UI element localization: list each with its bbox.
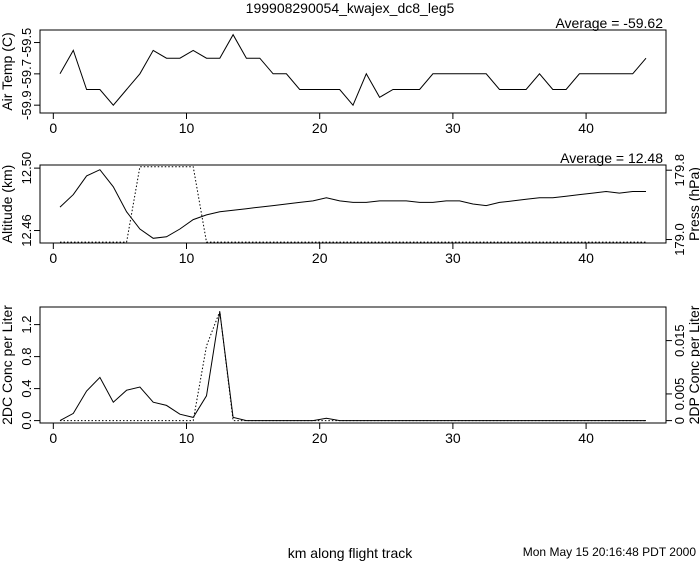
panel-2: 0 10 20 30 40 12.46 12.50 179.0 179.8 Altitude (k… (0, 150, 700, 266)
y2-tick-label: 0.015 (672, 324, 687, 357)
y2-tick-label: 179.8 (672, 154, 687, 187)
x-tick-label: 40 (578, 430, 594, 446)
y-axis-label: Air Temp (C) (0, 32, 15, 110)
solid-series-line (59, 33, 647, 107)
x-axis-label: km along flight track (288, 545, 413, 561)
average-annotation: Average = -59.62 (555, 15, 663, 31)
y2-tick-label: 0 (672, 417, 687, 424)
y-tick-label: 1.2 (19, 316, 34, 334)
x-tick-label: 40 (578, 250, 594, 266)
plot-frame (39, 164, 667, 244)
y-tick-label: 12.50 (19, 152, 34, 185)
y-axis-label: Altitude (km) (0, 165, 15, 244)
x-tick-label: 10 (179, 430, 195, 446)
figure-title: 199908290054_kwajex_dc8_leg5 (246, 0, 455, 16)
y-tick-label: 0.0 (19, 412, 34, 430)
x-tick-label: 30 (445, 430, 461, 446)
y-tick-label: 0.8 (19, 348, 34, 366)
x-tick-label: 30 (445, 120, 461, 136)
y-tick-label: -59.5 (19, 28, 34, 58)
timestamp: Mon May 15 20:16:48 PDT 2000 (523, 545, 697, 559)
x-tick-label: 20 (312, 250, 328, 266)
y2-tick-label: 179.0 (672, 223, 687, 256)
x-tick-label: 0 (49, 120, 57, 136)
plot-frame (39, 29, 667, 114)
x-tick-label: 0 (49, 250, 57, 266)
y-tick-label: -59.7 (19, 59, 34, 89)
y2-tick-label: 0.005 (672, 378, 687, 411)
y-tick-label: 0.4 (19, 380, 34, 398)
x-tick-label: 10 (179, 250, 195, 266)
average-annotation: Average = 12.48 (560, 150, 663, 166)
solid-series-line (59, 169, 646, 239)
x-tick-label: 10 (179, 120, 195, 136)
x-tick-label: 0 (49, 430, 57, 446)
y2-axis-label: Press (hPa) (686, 167, 700, 241)
y2-axis-label: 2DP Conc per Liter (686, 305, 700, 424)
panels: 0 10 20 30 40 -59.9-59.7-59.5 Air Temp (C) Aver… (0, 15, 700, 446)
y-axis-label: 2DC Conc per Liter (0, 305, 15, 425)
panel-3: 0 10 20 30 40 0.0 0.4 0.8 1.2 0 0.005 0.015 2DC Conc… (0, 305, 700, 446)
x-tick-label: 20 (312, 430, 328, 446)
panel-1: 0 10 20 30 40 -59.9-59.7-59.5 Air Temp (C) Aver… (0, 15, 667, 136)
x-tick-label: 40 (578, 120, 594, 136)
x-tick-label: 20 (312, 120, 328, 136)
y-tick-label: -59.9 (19, 90, 34, 120)
dotted-series-line (60, 311, 646, 422)
x-tick-label: 30 (445, 250, 461, 266)
dotted-series-line (60, 166, 646, 243)
solid-series-line (59, 311, 646, 422)
y-tick-label: 12.46 (19, 214, 34, 247)
plot-frame (39, 306, 667, 424)
